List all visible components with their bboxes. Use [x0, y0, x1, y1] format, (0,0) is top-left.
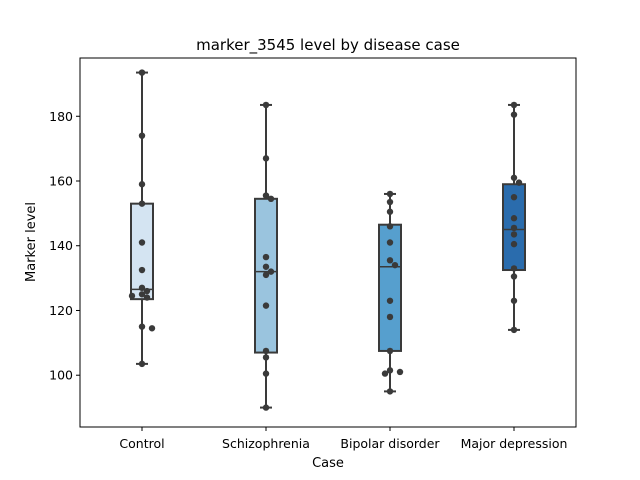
- data-point: [262, 354, 270, 361]
- data-point: [386, 297, 394, 304]
- point-group: [262, 101, 275, 411]
- data-point: [510, 297, 518, 304]
- data-point: [386, 198, 394, 206]
- data-point: [510, 101, 518, 109]
- data-point: [138, 266, 146, 274]
- point-group: [510, 101, 523, 334]
- data-point: [386, 208, 394, 215]
- plot-area: [128, 69, 526, 411]
- point-group: [128, 69, 156, 368]
- data-point: [510, 224, 518, 232]
- chart-title: marker_3545 level by disease case: [196, 36, 460, 55]
- data-point: [138, 69, 146, 76]
- data-point: [510, 193, 518, 201]
- data-point: [391, 261, 399, 269]
- data-point: [510, 273, 518, 280]
- data-point: [381, 370, 389, 377]
- x-axis-label: Case: [312, 456, 344, 471]
- data-point: [386, 190, 394, 198]
- data-point: [138, 200, 146, 207]
- data-point: [128, 292, 136, 300]
- x-tick-label: Control: [119, 436, 164, 451]
- y-tick-label: 180: [49, 109, 73, 124]
- data-point: [510, 215, 518, 222]
- data-point: [396, 368, 404, 376]
- data-point: [262, 263, 270, 270]
- data-point: [143, 294, 151, 301]
- data-point: [138, 291, 146, 298]
- data-point: [262, 302, 270, 309]
- data-point: [386, 223, 394, 230]
- data-point: [138, 239, 146, 246]
- y-tick-label: 120: [49, 303, 73, 318]
- data-point: [262, 192, 270, 199]
- data-point: [386, 367, 394, 374]
- x-tick-label: Schizophrenia: [222, 436, 310, 451]
- data-point: [262, 253, 270, 261]
- data-point: [262, 155, 270, 162]
- data-point: [138, 360, 146, 368]
- data-point: [143, 287, 151, 295]
- data-point: [510, 265, 518, 272]
- x-axis: Control Schizophrenia Bipolar disorder Majo…: [119, 427, 567, 451]
- data-point: [262, 370, 270, 377]
- data-point: [510, 174, 518, 181]
- data-point: [262, 347, 270, 355]
- data-point: [510, 326, 518, 334]
- data-point: [386, 239, 394, 246]
- data-point: [138, 181, 146, 188]
- data-point: [267, 195, 275, 203]
- data-point: [262, 271, 270, 279]
- y-axis: 100 120 140 160 180: [49, 109, 80, 383]
- data-point: [138, 284, 146, 292]
- y-tick-label: 160: [49, 174, 73, 189]
- data-point: [386, 257, 394, 264]
- data-point: [386, 388, 394, 395]
- y-tick-label: 100: [49, 368, 73, 383]
- data-point: [267, 268, 275, 275]
- point-group: [381, 190, 404, 395]
- data-point: [515, 179, 523, 186]
- data-point: [138, 323, 146, 330]
- data-point: [386, 347, 394, 355]
- plot-frame: [79, 57, 577, 428]
- box-group: [130, 71, 154, 365]
- y-axis-label: Marker level: [24, 202, 39, 282]
- x-tick-label: Bipolar disorder: [340, 436, 440, 451]
- data-point: [262, 101, 270, 109]
- y-tick-label: 140: [49, 238, 73, 253]
- data-point: [510, 231, 518, 238]
- x-tick-label: Major depression: [461, 436, 568, 451]
- data-point: [138, 132, 146, 139]
- data-point: [262, 404, 270, 411]
- data-point: [386, 313, 394, 321]
- data-point: [148, 325, 156, 332]
- data-point: [510, 240, 518, 248]
- data-point: [510, 111, 518, 118]
